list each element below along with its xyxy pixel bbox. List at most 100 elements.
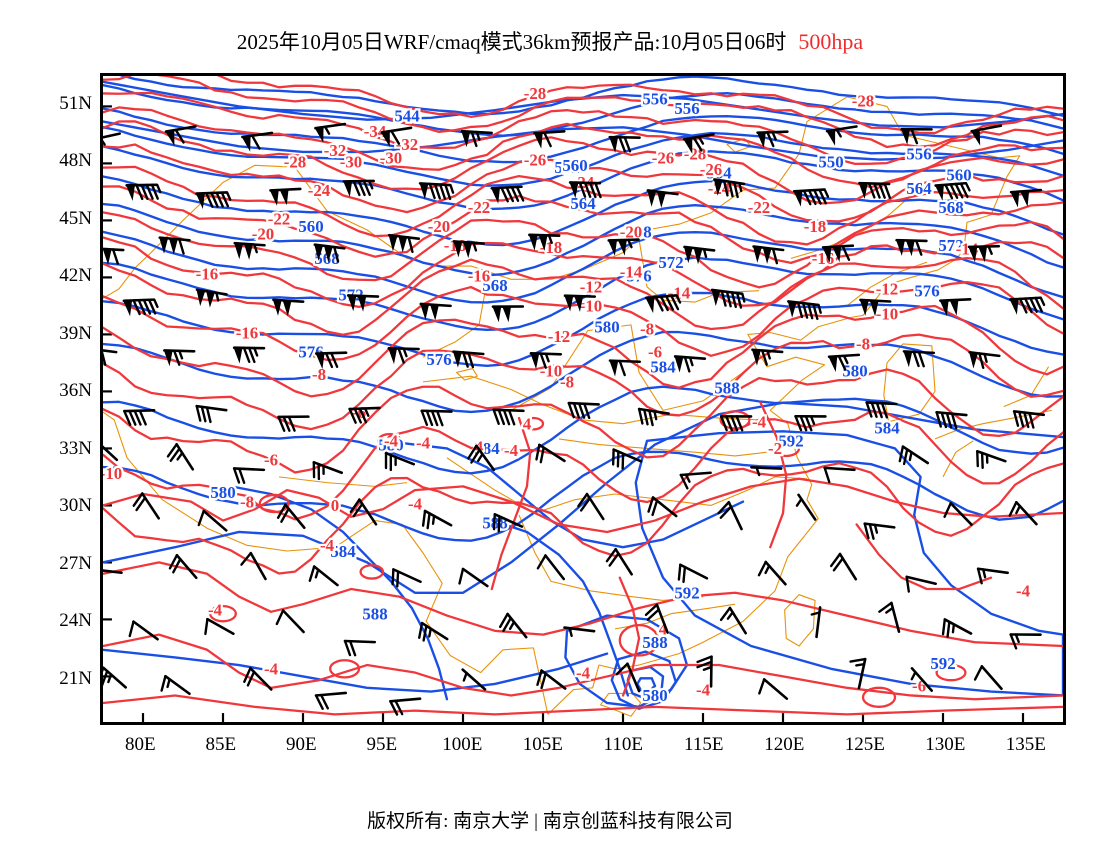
wind-barb bbox=[646, 189, 679, 208]
wind-barb bbox=[941, 618, 973, 638]
svg-text:564: 564 bbox=[706, 164, 732, 183]
svg-text:-10: -10 bbox=[103, 464, 122, 483]
wind-barb bbox=[243, 666, 273, 691]
wind-barb bbox=[125, 183, 162, 201]
wind-barb bbox=[810, 606, 822, 639]
svg-text:-4: -4 bbox=[208, 601, 223, 620]
wind-barb bbox=[752, 245, 785, 265]
svg-text:-8: -8 bbox=[312, 365, 326, 384]
wind-barb bbox=[195, 191, 232, 210]
wind-barb bbox=[849, 657, 867, 690]
wind-barb bbox=[233, 241, 266, 260]
svg-text:-22: -22 bbox=[268, 209, 291, 228]
wind-barb bbox=[232, 346, 266, 364]
svg-text:-8: -8 bbox=[856, 335, 870, 354]
map-plot-area[interactable]: 544 544 556 556 552 552 556 556 550 550 556 556 560 5… bbox=[100, 73, 1066, 725]
lat-tick-label: 21N bbox=[59, 667, 92, 689]
lat-tick-label: 42N bbox=[59, 265, 92, 287]
wind-barb bbox=[607, 238, 640, 256]
wind-barb bbox=[103, 569, 123, 574]
wind-barb bbox=[128, 620, 159, 641]
wind-barb bbox=[719, 606, 747, 635]
wind-barb bbox=[240, 551, 267, 581]
lat-tick-label: 39N bbox=[59, 322, 92, 344]
wind-barb bbox=[314, 122, 347, 143]
temperature-label--4: -4-4 bbox=[574, 661, 593, 684]
svg-text:552: 552 bbox=[554, 158, 579, 177]
svg-text:568: 568 bbox=[938, 198, 963, 217]
temperature-label--20: -20-20 bbox=[426, 215, 453, 238]
temperature-label--16: -16-16 bbox=[194, 262, 221, 285]
wind-barb bbox=[277, 415, 310, 432]
temperature-label--32: -32-32 bbox=[394, 133, 421, 156]
svg-text:556: 556 bbox=[906, 145, 931, 164]
svg-text:-4: -4 bbox=[408, 494, 423, 513]
svg-text:-14: -14 bbox=[620, 262, 643, 281]
lon-tick-label: 85E bbox=[205, 734, 237, 755]
svg-text:-4: -4 bbox=[504, 441, 519, 460]
svg-text:556: 556 bbox=[642, 90, 667, 109]
temperature-label--10: -10-10 bbox=[578, 294, 605, 317]
svg-text:4: 4 bbox=[475, 437, 484, 456]
temperature-contours bbox=[103, 76, 1063, 716]
wind-barb bbox=[103, 247, 125, 265]
temperature-label--8: -8-8 bbox=[238, 490, 257, 513]
wind-barb bbox=[878, 601, 901, 633]
svg-text:-18: -18 bbox=[804, 217, 827, 236]
wind-barb bbox=[756, 130, 789, 149]
svg-text:-4: -4 bbox=[384, 432, 399, 451]
svg-text:572: 572 bbox=[658, 253, 683, 272]
wind-barb bbox=[1012, 410, 1046, 429]
svg-text:-16: -16 bbox=[196, 264, 219, 283]
temperature-label-0: 00 bbox=[329, 494, 342, 517]
height-contour-580-trough bbox=[229, 485, 449, 701]
coastline-path bbox=[942, 440, 974, 478]
svg-text:588: 588 bbox=[714, 378, 739, 397]
temperature-contour--26 bbox=[103, 120, 1063, 205]
coastline-path bbox=[784, 594, 816, 647]
svg-text:560: 560 bbox=[946, 166, 971, 185]
temperature-label--10: -10-10 bbox=[103, 462, 124, 485]
svg-text:-32: -32 bbox=[396, 135, 419, 154]
height-contour-580 bbox=[103, 330, 1063, 414]
lon-tick-label: 135E bbox=[1005, 734, 1046, 755]
height-contour-592 bbox=[103, 648, 609, 693]
wind-barb bbox=[647, 496, 678, 518]
wind-barb bbox=[380, 126, 413, 148]
svg-text:-26: -26 bbox=[524, 150, 547, 169]
wind-barb bbox=[967, 244, 1001, 263]
wind-barb bbox=[452, 350, 485, 369]
svg-text:588: 588 bbox=[714, 378, 739, 397]
svg-text:-14: -14 bbox=[620, 262, 643, 281]
svg-text:580: 580 bbox=[594, 318, 619, 337]
lat-tick-label: 45N bbox=[59, 207, 92, 229]
svg-text:556: 556 bbox=[674, 99, 699, 118]
wind-barb bbox=[461, 668, 487, 691]
svg-text:-2: -2 bbox=[768, 439, 782, 458]
temperature-label--8: -8-8 bbox=[558, 370, 577, 393]
wind-barb bbox=[452, 240, 485, 259]
temperature-label--12: -12-12 bbox=[546, 325, 573, 348]
svg-text:568: 568 bbox=[482, 276, 507, 295]
wind-barb bbox=[696, 655, 713, 688]
svg-text:-16: -16 bbox=[236, 323, 259, 342]
temperature-label--10: -10-10 bbox=[538, 359, 565, 382]
wind-barb bbox=[158, 236, 191, 255]
temperature-label--8: -8-8 bbox=[854, 332, 873, 355]
svg-text:-4: -4 bbox=[1016, 582, 1031, 601]
wind-barb bbox=[490, 185, 525, 204]
svg-text:-10: -10 bbox=[876, 304, 899, 323]
svg-text:560: 560 bbox=[298, 217, 323, 236]
wind-barb bbox=[615, 662, 641, 693]
temperature-label--22: -22-22 bbox=[466, 196, 493, 219]
svg-text:580: 580 bbox=[842, 361, 867, 380]
svg-text:550: 550 bbox=[818, 152, 843, 171]
